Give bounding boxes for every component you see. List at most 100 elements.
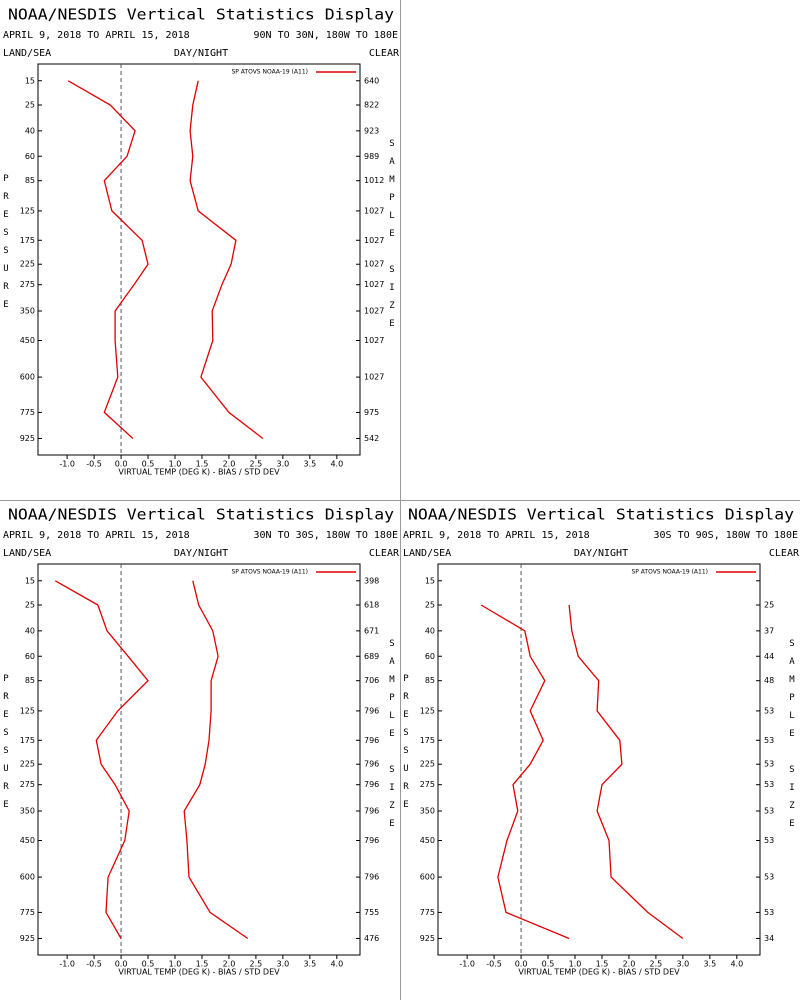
y-tick-label: 40 [25, 626, 35, 635]
clear-label: CLEAR [369, 548, 400, 559]
sample-size-label: 796 [364, 780, 379, 789]
y-tick-label: 60 [425, 652, 435, 661]
x-tick-label: 1.0 [169, 460, 182, 469]
y-tick-label: 225 [20, 260, 35, 269]
land-sea-label: LAND/SEA [403, 548, 451, 559]
legend-label: SP ATOVS NOAA-19 (A11) [231, 569, 308, 576]
sample-size-label: 476 [364, 934, 379, 943]
profile-line [54, 580, 149, 939]
y-tick-label: 85 [25, 176, 35, 185]
x-tick-label: 1.5 [596, 960, 609, 969]
chart: NOAA/NESDIS Vertical Statistics Display A… [403, 506, 800, 977]
y-tick-label: 60 [25, 652, 35, 661]
x-tick-label: 2.5 [250, 460, 263, 469]
y-tick-label: 15 [425, 576, 435, 585]
plot-frame [37, 63, 361, 456]
sample-size-label: 689 [364, 652, 379, 661]
sample-size-label: 1027 [364, 236, 384, 245]
x-tick-label: 3.5 [303, 960, 316, 969]
y-tick-label: 275 [20, 280, 35, 289]
x-axis-label: VIRTUAL TEMP (DEG K) - BIAS / STD DEV [118, 968, 280, 977]
sample-size-label: 796 [364, 706, 379, 715]
clear-label: CLEAR [369, 48, 400, 59]
sample-size-label: 53 [764, 760, 774, 769]
y-tick-label: 125 [20, 706, 35, 715]
sample-size-label: 796 [364, 760, 379, 769]
x-tick-label: -1.0 [459, 960, 475, 969]
x-tick-label: 2.0 [223, 960, 236, 969]
y-tick-label: 15 [25, 576, 35, 585]
y-tick-label: 775 [420, 908, 435, 917]
x-tick-label: 0.0 [115, 960, 128, 969]
sample-size-label: 671 [364, 626, 379, 635]
sample-size-label: 53 [764, 873, 774, 882]
clear-label: CLEAR [769, 548, 800, 559]
x-tick-label: 2.5 [650, 960, 663, 969]
x-tick-label: 3.0 [277, 460, 290, 469]
y-tick-label: 350 [420, 806, 435, 815]
x-tick-label: 2.0 [223, 460, 236, 469]
sample-size-label: 542 [364, 434, 379, 443]
y-axis-label: PRESSURE [1, 674, 11, 818]
y-tick-label: 775 [20, 408, 35, 417]
x-tick-label: 0.0 [515, 960, 528, 969]
date-range: APRIL 9, 2018 TO APRIL 15, 2018 [3, 530, 190, 541]
y-tick-label: 775 [20, 908, 35, 917]
y-tick-label: 450 [20, 836, 35, 845]
sample-size-label: 923 [364, 126, 379, 135]
sample-size-label: 706 [364, 676, 379, 685]
sample-size-label: 53 [764, 806, 774, 815]
sample-size-label: 37 [764, 626, 774, 635]
sample-size-label: 1027 [364, 336, 384, 345]
sample-size-label: 53 [764, 780, 774, 789]
x-tick-label: 3.0 [277, 960, 290, 969]
day-night-label: DAY/NIGHT [174, 48, 228, 59]
profile-line [480, 604, 570, 940]
y-tick-label: 15 [25, 76, 35, 85]
region: 30N TO 30S, 180W TO 180E [254, 530, 399, 541]
sample-size-label: 640 [364, 76, 379, 85]
sample-size-label: 975 [364, 408, 379, 417]
y-tick-label: 600 [420, 873, 435, 882]
x-tick-label: 1.0 [569, 960, 582, 969]
sample-size-label: 796 [364, 873, 379, 882]
y-tick-label: 600 [20, 873, 35, 882]
chart: NOAA/NESDIS Vertical Statistics Display A… [3, 506, 400, 977]
plot-frame [437, 563, 761, 956]
y-axis-label: PRESSURE [401, 674, 411, 818]
land-sea-label: LAND/SEA [3, 48, 51, 59]
y2-axis-label: SAMPLE SIZE [787, 639, 797, 837]
region: 90N TO 30N, 180W TO 180E [254, 30, 399, 41]
y-tick-label: 925 [20, 434, 35, 443]
chart-panel: NOAA/NESDIS Vertical Statistics Display A… [400, 500, 800, 1000]
sample-size-label: 1027 [364, 260, 384, 269]
x-tick-label: 2.5 [250, 960, 263, 969]
chart-panel: NOAA/NESDIS Vertical Statistics Display A… [0, 0, 400, 500]
sample-size-label: 755 [364, 908, 379, 917]
y-axis-label: PRESSURE [1, 174, 11, 318]
chart-title: NOAA/NESDIS Vertical Statistics Display [8, 6, 394, 24]
divider [0, 500, 800, 501]
sample-size-label: 796 [364, 736, 379, 745]
date-range: APRIL 9, 2018 TO APRIL 15, 2018 [3, 30, 190, 41]
x-tick-label: 1.5 [196, 960, 209, 969]
x-tick-label: -0.5 [486, 960, 502, 969]
sample-size-label: 53 [764, 706, 774, 715]
x-tick-label: 1.5 [196, 460, 209, 469]
chart-title: NOAA/NESDIS Vertical Statistics Display [408, 506, 794, 524]
x-tick-label: 4.0 [330, 460, 343, 469]
y-tick-label: 175 [20, 736, 35, 745]
x-tick-label: -1.0 [59, 460, 75, 469]
sample-size-label: 1027 [364, 306, 384, 315]
y-tick-label: 225 [20, 760, 35, 769]
x-tick-label: 3.5 [703, 960, 716, 969]
sample-size-label: 44 [764, 652, 774, 661]
y-tick-label: 600 [20, 373, 35, 382]
y-tick-label: 175 [420, 736, 435, 745]
y2-axis-label: SAMPLE SIZE [387, 639, 397, 837]
y-tick-label: 40 [425, 626, 435, 635]
sample-size-label: 1027 [364, 206, 384, 215]
y-tick-label: 125 [20, 206, 35, 215]
y-tick-label: 450 [20, 336, 35, 345]
x-tick-label: 0.5 [542, 960, 555, 969]
